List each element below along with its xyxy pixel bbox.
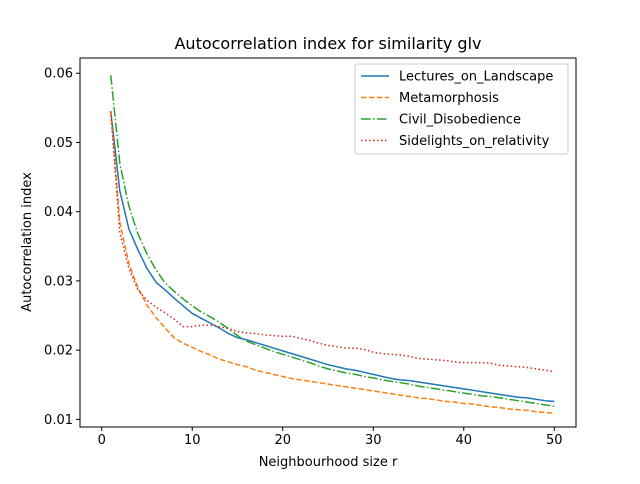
legend-label-2: Metamorphosis <box>399 91 499 106</box>
series-layer <box>110 75 555 414</box>
x-tick-label: 10 <box>184 433 201 448</box>
plot-area-frame <box>79 57 577 428</box>
y-axis-label: Autocorrelation index <box>20 172 35 312</box>
y-tick-label: 0.06 <box>44 67 73 82</box>
y-tick-label: 0.02 <box>44 344 73 359</box>
x-tick-label: 20 <box>274 433 291 448</box>
series-line-1 <box>110 111 555 403</box>
x-axis-label: Neighbourhood size r <box>259 455 398 470</box>
series-line-3 <box>110 75 555 407</box>
y-tick-label: 0.04 <box>44 205 73 220</box>
chart-title: Autocorrelation index for similarity glv <box>174 34 481 53</box>
x-axis: 0 10 20 30 40 50 <box>98 427 563 448</box>
y-tick-label: 0.03 <box>44 274 73 289</box>
y-axis: 0.01 0.02 0.03 0.04 0.05 0.06 <box>44 67 80 428</box>
x-tick-label: 50 <box>546 433 563 448</box>
x-tick-label: 40 <box>455 433 472 448</box>
y-tick-label: 0.01 <box>44 413 73 428</box>
x-tick-label: 0 <box>98 433 106 448</box>
x-tick-label: 30 <box>365 433 382 448</box>
legend: Lectures_on_Landscape Metamorphosis Civil_… <box>354 63 569 155</box>
series-line-4 <box>110 111 555 373</box>
legend-label-1: Lectures_on_Landscape <box>399 70 553 85</box>
y-tick-label: 0.05 <box>44 136 73 151</box>
series-line-2 <box>110 111 555 414</box>
legend-label-4: Sidelights_on_relativity <box>399 134 550 149</box>
legend-box <box>354 63 569 155</box>
legend-label-3: Civil_Disobedience <box>399 113 521 128</box>
